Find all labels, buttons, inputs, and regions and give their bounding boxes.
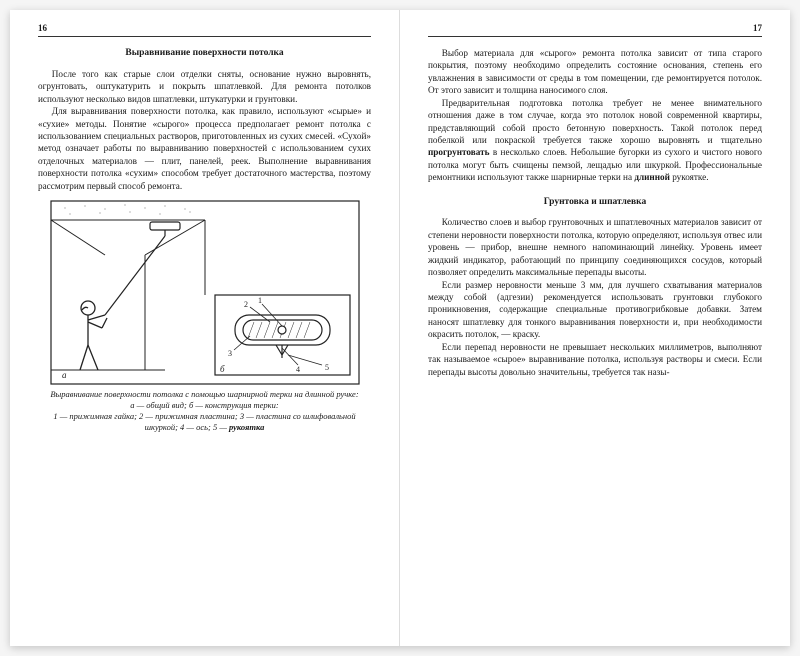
page-right: 17 Выбор материала для «сырого» ремонта …: [400, 10, 790, 646]
caption-line-1: Выравнивание поверхности потолка с помощ…: [50, 389, 358, 399]
caption-line-3: 1 — прижимная гайка; 2 — прижимная пласт…: [53, 411, 355, 432]
para-right-4: Если размер неровности меньше 3 мм, для …: [428, 279, 762, 341]
fig-label-b: б: [220, 364, 225, 374]
fig-label-4: 4: [296, 365, 300, 374]
fig-label-a: а: [62, 370, 67, 380]
para-right-1: Выбор материала для «сырого» ремонта пот…: [428, 47, 762, 97]
caption-line-3-bold: рукоятка: [229, 422, 264, 432]
fig-label-3: 3: [228, 349, 232, 358]
para-right-3: Количество слоев и выбор грунтовочных и …: [428, 216, 762, 278]
para-left-1: После того как старые слои отделки сняты…: [38, 68, 371, 105]
rule-top-right: [428, 36, 762, 37]
fig-label-1: 1: [258, 296, 262, 305]
fig-label-2: 2: [244, 300, 248, 309]
para-right-2-bold: прогрунтовать: [428, 147, 490, 157]
section-title-priming: Грунтовка и шпатлевка: [428, 196, 762, 209]
page-number-right: 17: [753, 22, 762, 34]
figure-caption: Выравнивание поверхности потолка с помощ…: [38, 389, 371, 433]
page-number-left: 16: [38, 22, 47, 34]
figure-svg: а: [50, 200, 360, 385]
fig-label-5: 5: [325, 363, 329, 372]
book-spread: 16 Выравнивание поверхности потолка Посл…: [10, 10, 790, 646]
para-left-2: Для выравнивания поверхности потолка, ка…: [38, 105, 371, 192]
para-right-5: Если перепад неровности не превышает нес…: [428, 341, 762, 378]
para-right-2: Предварительная подготовка потолка требу…: [428, 97, 762, 184]
section-title-leveling: Выравнивание поверхности потолка: [38, 47, 371, 60]
caption-line-2: а — общий вид; б — конструкция терки:: [130, 400, 279, 410]
page-left: 16 Выравнивание поверхности потолка Посл…: [10, 10, 400, 646]
rule-top-left: [38, 36, 371, 37]
para-right-2a: Предварительная подготовка потолка требу…: [428, 98, 762, 145]
figure-trowel: а: [38, 200, 371, 433]
para-right-2c: рукоятке.: [670, 172, 709, 182]
para-right-2-bold2: длинной: [634, 172, 670, 182]
